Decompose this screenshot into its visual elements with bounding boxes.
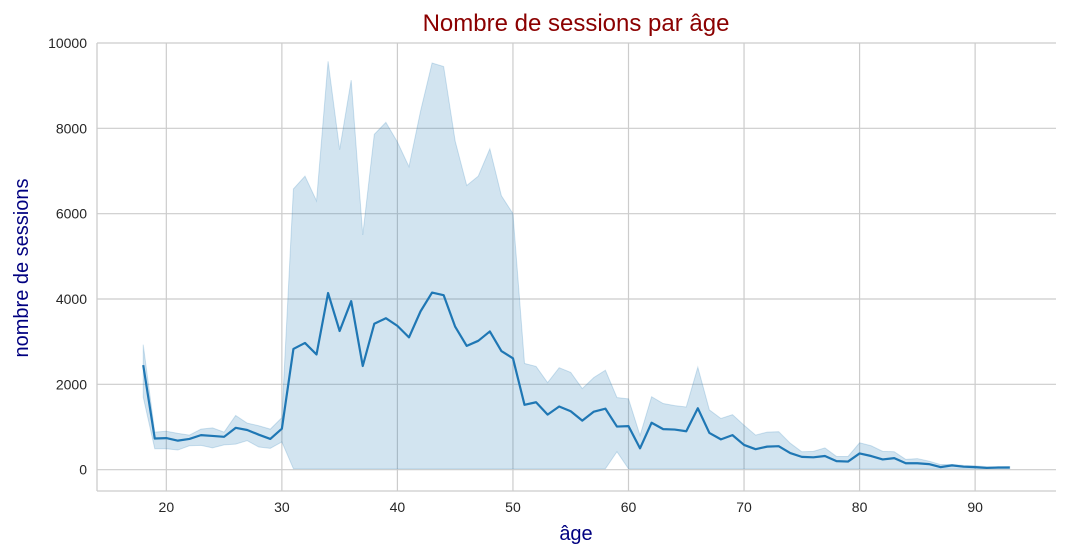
y-axis-label: nombre de sessions (11, 179, 33, 358)
x-axis-label: âge (559, 523, 592, 545)
x-tick-label: 40 (390, 499, 406, 515)
x-tick-label: 70 (736, 499, 752, 515)
x-tick-label: 20 (159, 499, 175, 515)
y-tick-label: 2000 (56, 376, 87, 392)
grid (97, 42, 1056, 491)
y-tick-label: 8000 (56, 120, 87, 136)
x-tick-label: 60 (621, 499, 637, 515)
x-tick-label: 50 (505, 499, 521, 515)
series-line (142, 291, 1010, 470)
x-tick-label: 80 (852, 499, 868, 515)
chart-title: Nombre de sessions par âge (423, 10, 730, 37)
y-tick-label: 0 (79, 462, 87, 478)
y-tick-label: 10000 (48, 35, 87, 51)
y-tick-label: 6000 (56, 206, 87, 222)
axes-spines (96, 43, 1056, 492)
x-tick-label: 90 (967, 499, 983, 515)
x-tick-label: 30 (274, 499, 290, 515)
y-axis-ticks: 0 2000 4000 6000 8000 10000 (48, 35, 87, 478)
x-axis-ticks: 20 30 40 50 60 70 80 90 (159, 499, 984, 515)
y-tick-label: 4000 (56, 291, 87, 307)
confidence-band (142, 61, 1011, 470)
